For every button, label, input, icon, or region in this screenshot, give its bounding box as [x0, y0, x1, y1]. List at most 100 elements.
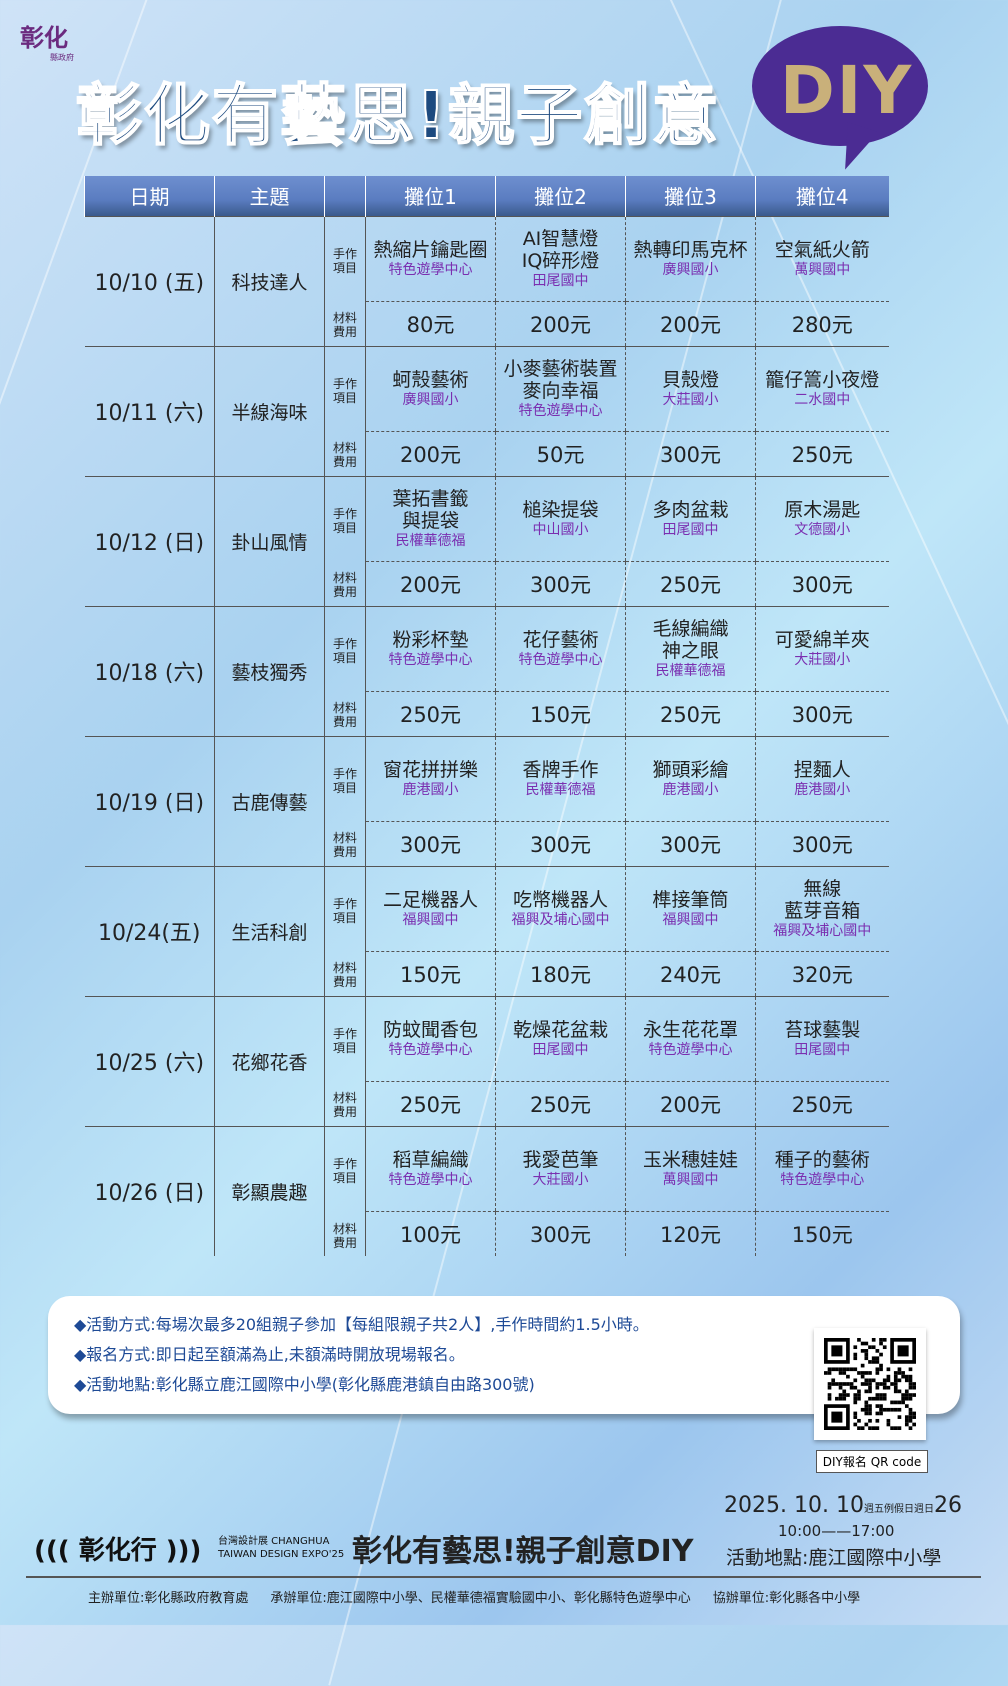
cost-cell: 280元	[755, 301, 889, 346]
cost-cell: 240元	[625, 951, 756, 996]
cost-cell: 180元	[495, 951, 626, 996]
school-name: 特色遊學中心	[388, 1041, 473, 1058]
item-name: 多肉盆栽	[652, 498, 729, 521]
item-cell: 熱轉印馬克杯 廣興國小	[625, 215, 756, 302]
item-name: 貝殼燈	[661, 368, 719, 391]
organizers: 主辦單位:彰化縣政府教育處 承辦單位:鹿江國際中小學、民權華德福實驗國中小、彰化縣…	[88, 1591, 861, 1606]
school-name: 特色遊學中心	[518, 402, 603, 419]
item-cell: 小麥藝術裝置 麥向幸福 特色遊學中心	[495, 345, 626, 432]
item-name: AI智慧燈 IQ碎形燈	[521, 227, 600, 272]
item-cell: 吃幣機器人 福興及埔心國中	[495, 865, 626, 952]
item-name: 乾燥花盆栽	[512, 1018, 608, 1041]
school-name: 特色遊學中心	[388, 651, 473, 668]
item-name: 玉米穗娃娃	[642, 1148, 738, 1171]
table-row: 10/26 (日) 彰顯農趣 手作 項目 稻草編織 特色遊學中心 我愛芭筆 大莊國小 玉米…	[84, 1125, 889, 1256]
item-cell: 二足機器人 福興國中	[365, 865, 496, 952]
item-label: 手作 項目	[324, 995, 366, 1081]
item-cell: 籠仔篙小夜燈 二水國中	[755, 345, 889, 432]
cost-cell: 200元	[625, 1081, 756, 1126]
cost-cell: 300元	[755, 691, 889, 736]
item-label: 手作 項目	[324, 865, 366, 951]
qr-code[interactable]	[814, 1328, 926, 1440]
item-name: 香牌手作	[522, 758, 599, 781]
school-name: 廣興國小	[402, 391, 459, 408]
theme-cell: 卦山風情	[214, 475, 325, 606]
school-name: 廣興國小	[662, 261, 719, 278]
cost-label: 材料 費用	[324, 561, 366, 606]
item-cell: 空氣紙火箭 萬興國中	[755, 215, 889, 302]
date-cell: 10/11 (六)	[84, 345, 215, 476]
cost-cell: 250元	[399, 1092, 462, 1117]
cost-row: 材料 費用 250元 150元 250元 300元	[85, 691, 889, 736]
table-row: 10/12 (日) 卦山風情 手作 項目 葉拓書籤 與提袋 民權華德福 槌染提袋 中山國…	[84, 475, 889, 606]
item-name: 無線 藍芽音箱	[784, 877, 861, 922]
event-time: 10:00——17:00	[778, 1522, 895, 1540]
table-row: 10/25 (六) 花鄉花香 手作 項目 防蚊聞香包 特色遊學中心 乾燥花盆栽 田尾國中…	[84, 995, 889, 1126]
school-name: 田尾國中	[532, 272, 589, 289]
item-cell: 榫接筆筒 福興國中	[625, 865, 756, 952]
item-name: 苔球藝製	[784, 1018, 861, 1041]
date-cell: 10/18 (六)	[84, 605, 215, 736]
school-name: 福興國中	[402, 911, 459, 928]
column-header: 攤位3	[625, 176, 756, 216]
school-name: 福興國中	[662, 911, 719, 928]
school-name: 民權華德福	[525, 781, 596, 798]
footer-title: 彰化有藝思!親子創意DIY	[352, 1534, 694, 1569]
school-name: 民權華德福	[655, 662, 726, 679]
item-name: 熱縮片鑰匙圈	[373, 238, 488, 261]
school-name: 鹿港國小	[794, 781, 851, 798]
cost-cell: 300元	[625, 431, 756, 476]
item-cell: 獅頭彩繪 鹿港國小	[625, 735, 756, 822]
cost-cell: 250元	[755, 1081, 889, 1126]
cost-cell: 320元	[755, 951, 889, 996]
cost-cell: 150元	[495, 691, 626, 736]
date-cell: 10/24(五)	[84, 865, 215, 996]
cost-cell: 300元	[625, 821, 756, 866]
school-name: 田尾國中	[662, 521, 719, 538]
event-dates: 2025. 10. 10週五例假日週日26	[724, 1493, 962, 1518]
item-cell: 熱縮片鑰匙圈 特色遊學中心	[365, 215, 496, 302]
item-label: 手作 項目	[324, 475, 366, 561]
item-name: 捏麵人	[793, 758, 851, 781]
item-cell: 防蚊聞香包 特色遊學中心	[365, 995, 496, 1082]
item-name: 我愛芭筆	[522, 1148, 599, 1171]
item-name: 二足機器人	[382, 888, 478, 911]
cost-row: 材料 費用 200元 50元 300元 250元	[85, 431, 889, 476]
school-name: 大莊國小	[794, 651, 851, 668]
column-header: 攤位1	[365, 176, 496, 216]
divider	[26, 1576, 981, 1578]
item-name: 稻草編織	[392, 1148, 469, 1171]
item-name: 原木湯匙	[784, 498, 861, 521]
school-name: 萬興國中	[794, 261, 851, 278]
item-label: 手作 項目	[324, 1125, 366, 1211]
cost-label: 材料 費用	[324, 1081, 366, 1126]
item-name: 可愛綿羊夾	[774, 628, 870, 651]
school-name: 民權華德福	[395, 532, 466, 549]
item-name: 獅頭彩繪	[652, 758, 729, 781]
info-method: ◆活動方式:每場次最多20組親子參加【每組限親子共2人】,手作時間約1.5小時。	[74, 1315, 649, 1334]
item-cell: 捏麵人 鹿港國小	[755, 735, 889, 822]
cost-label: 材料 費用	[324, 301, 366, 346]
theme-cell: 彰顯農趣	[214, 1125, 325, 1256]
school-name: 特色遊學中心	[648, 1041, 733, 1058]
school-name: 中山國小	[532, 521, 589, 538]
school-name: 文德國小	[794, 521, 851, 538]
cost-cell: 250元	[625, 691, 756, 736]
table-row: 10/18 (六) 藝枝獨秀 手作 項目 粉彩杯墊 特色遊學中心 花仔藝術 特色遊學中心…	[84, 605, 889, 736]
table-row: 10/11 (六) 半線海味 手作 項目 蚵殼藝術 廣興國小 小麥藝術裝置 麥向幸福特…	[84, 345, 889, 476]
school-name: 特色遊學中心	[388, 261, 473, 278]
table-row: 10/24(五) 生活科創 手作 項目 二足機器人 福興國中 吃幣機器人 福興及埔心國中…	[84, 865, 889, 996]
item-name: 蚵殼藝術	[392, 368, 469, 391]
item-cell: 花仔藝術 特色遊學中心	[495, 605, 626, 692]
theme-cell: 科技達人	[214, 215, 325, 346]
cost-cell: 250元	[495, 1081, 626, 1126]
item-cell: 香牌手作 民權華德福	[495, 735, 626, 822]
event-location: 活動地點:鹿江國際中小學	[726, 1547, 942, 1569]
item-label: 手作 項目	[324, 215, 366, 301]
theme-cell: 藝枝獨秀	[214, 605, 325, 736]
cost-cell: 50元	[495, 431, 626, 476]
date-cell: 10/26 (日)	[84, 1125, 215, 1256]
date-cell: 10/12 (日)	[84, 475, 215, 606]
item-name: 吃幣機器人	[512, 888, 608, 911]
item-name: 花仔藝術	[522, 628, 599, 651]
